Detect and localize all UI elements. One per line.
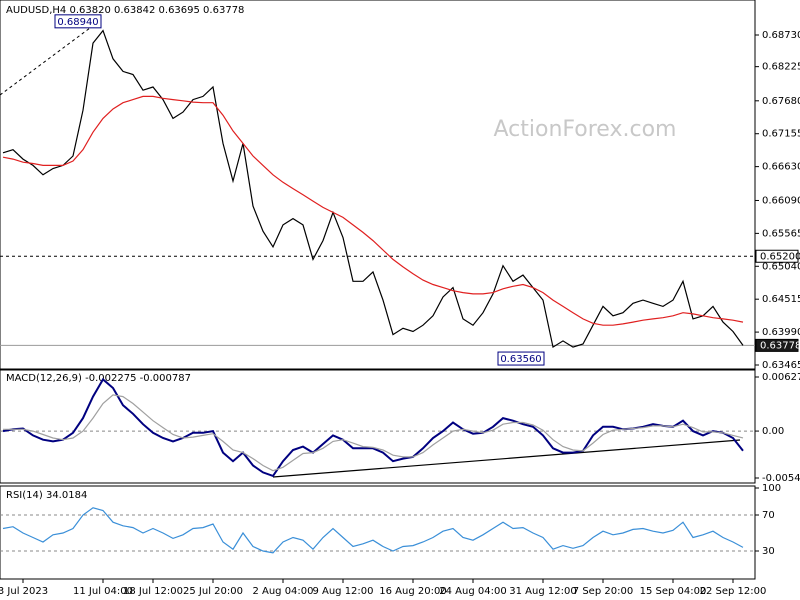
y-tick-label: 0.68225 <box>762 62 800 73</box>
x-tick-label: 15 Sep 04:00 <box>640 586 707 597</box>
annotation-box <box>54 14 102 29</box>
price-panel <box>0 0 756 370</box>
y-tick-label: 0.00 <box>762 426 784 437</box>
y-tick-label: 0.66630 <box>762 162 800 173</box>
level-label: 0.65200 <box>760 251 800 262</box>
x-tick-label: 2 Aug 04:00 <box>252 586 313 597</box>
x-tick-label: 11 Jul 04:00 <box>73 586 133 597</box>
series-line <box>3 394 744 472</box>
y-tick-label: 0.66090 <box>762 195 800 206</box>
series-line <box>2 95 744 326</box>
y-tick-label: 0.67680 <box>762 96 800 107</box>
x-tick-label: 18 Jul 12:00 <box>123 586 183 597</box>
x-tick-label: 31 Aug 12:00 <box>509 586 576 597</box>
series-line <box>2 507 744 554</box>
level-box <box>755 249 799 263</box>
x-tick-label: 7 Sep 20:00 <box>573 586 633 597</box>
x-tick-label: 16 Aug 20:00 <box>379 586 446 597</box>
annotation-box <box>497 351 545 366</box>
y-tick-label: 0.63990 <box>762 327 800 338</box>
chart-title: AUDUSD,H4 0.63820 0.63842 0.63695 0.6377… <box>6 5 244 16</box>
annotation-label: 0.63560 <box>500 354 541 365</box>
y-tick-label: 100 <box>762 483 781 494</box>
y-tick-label: 70 <box>762 510 775 521</box>
watermark: ActionForex.com <box>494 117 677 142</box>
macd-trendline <box>272 439 741 478</box>
high-connector <box>0 21 99 96</box>
x-tick-label: 25 Jul 20:00 <box>183 586 243 597</box>
y-tick-label: 0.67155 <box>762 129 800 140</box>
rsi-panel <box>0 485 756 580</box>
level-label: 0.63778 <box>760 340 800 351</box>
series-line <box>2 377 744 478</box>
y-tick-label: -0.005446 <box>762 473 800 484</box>
x-tick-label: 22 Sep 12:00 <box>700 586 767 597</box>
y-tick-label: 30 <box>762 546 775 557</box>
x-tick-label: 3 Jul 2023 <box>0 586 48 597</box>
x-tick-label: 24 Aug 04:00 <box>439 586 506 597</box>
y-tick-label: 0.64515 <box>762 294 800 305</box>
macd-title: MACD(12,26,9) -0.002275 -0.000787 <box>6 373 191 384</box>
annotation-label: 0.68940 <box>57 17 98 28</box>
y-tick-label: 0.68730 <box>762 30 800 41</box>
y-tick-label: 0.006275 <box>762 372 800 383</box>
rsi-title: RSI(14) 34.0184 <box>6 490 87 501</box>
level-box <box>755 338 799 352</box>
y-tick-label: 0.65565 <box>762 228 800 239</box>
macd-panel <box>0 369 756 484</box>
series-line <box>2 29 744 349</box>
y-tick-label: 0.65040 <box>762 261 800 272</box>
y-tick-label: 0.63465 <box>762 360 800 371</box>
x-tick-label: 9 Aug 12:00 <box>312 586 373 597</box>
